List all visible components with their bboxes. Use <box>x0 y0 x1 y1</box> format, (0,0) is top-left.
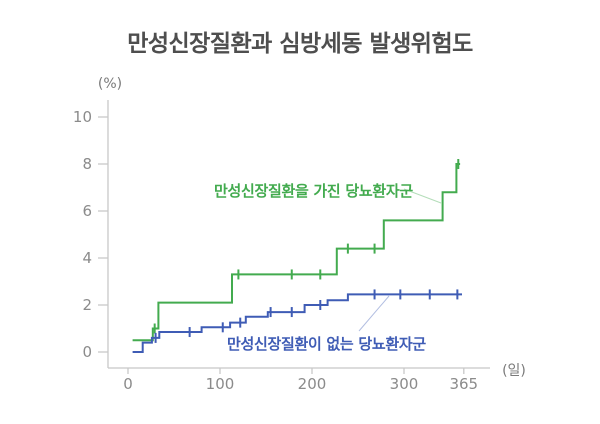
series-label-ckd-group: 만성신장질환을 가진 당뇨환자군 <box>214 182 413 200</box>
label-callout-lines <box>358 188 442 332</box>
x-tick-label: 0 <box>123 375 133 393</box>
y-tick-label: 4 <box>82 249 92 267</box>
x-axis-unit-label: (일) <box>502 363 526 379</box>
series-no-ckd-group <box>132 289 462 353</box>
x-tick-label: 100 <box>206 375 235 393</box>
y-tick-label: 2 <box>82 296 92 314</box>
series-ckd-group <box>132 159 461 342</box>
chart-title: 만성신장질환과 심방세동 발생위험도 <box>127 31 473 57</box>
ckd-label-callout-line <box>403 188 442 204</box>
y-tick-label: 8 <box>82 155 92 173</box>
no-ckd-label-callout-line <box>358 295 390 332</box>
x-tick-label: 300 <box>390 375 419 393</box>
series-label-no-ckd-group: 만성신장질환이 없는 당뇨환자군 <box>227 335 426 353</box>
step-curves <box>132 159 462 353</box>
y-tick-label: 6 <box>82 202 92 220</box>
x-tick-label: 200 <box>298 375 327 393</box>
step-curve <box>132 293 462 353</box>
x-tick-label: 365 <box>449 375 478 393</box>
y-tick-label: 0 <box>82 343 92 361</box>
y-tick-label: 10 <box>73 108 92 126</box>
y-axis-unit-label: (%) <box>97 76 123 92</box>
